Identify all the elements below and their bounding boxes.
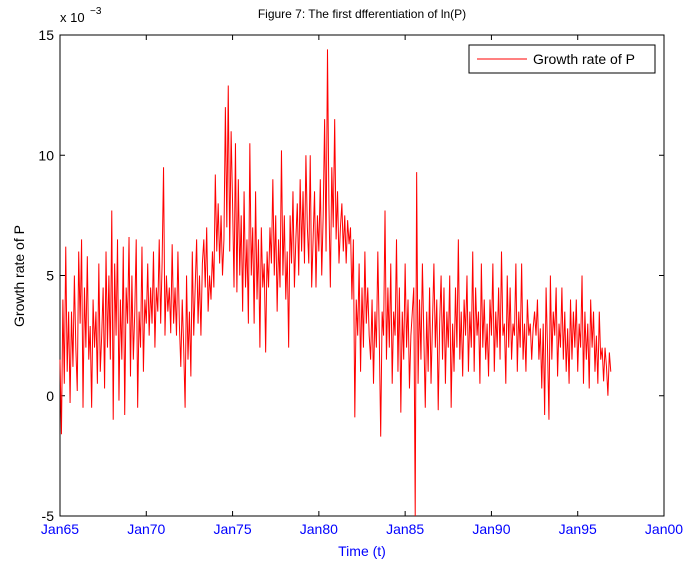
x-tick-label: Jan75 bbox=[213, 521, 251, 537]
y-tick-label: 15 bbox=[38, 27, 54, 43]
y-tick-label: 0 bbox=[46, 388, 54, 404]
y-axis-label: Growth rate of P bbox=[11, 225, 27, 327]
x-tick-label: Jan85 bbox=[386, 521, 424, 537]
y-multiplier-exponent: −3 bbox=[90, 6, 102, 17]
x-tick-label: Jan80 bbox=[300, 521, 338, 537]
x-tick-label: Jan65 bbox=[41, 521, 79, 537]
y-multiplier: x 10 bbox=[60, 10, 85, 25]
x-tick-label: Jan95 bbox=[559, 521, 597, 537]
x-tick-label: Jan90 bbox=[472, 521, 510, 537]
y-tick-label: 10 bbox=[38, 147, 54, 163]
x-axis-label: Time (t) bbox=[338, 543, 386, 559]
x-tick-label: Jan00 bbox=[645, 521, 683, 537]
y-tick-label: -5 bbox=[42, 508, 55, 524]
legend-label: Growth rate of P bbox=[533, 51, 635, 67]
chart-title: Figure 7: The first dfferentiation of ln… bbox=[258, 7, 466, 21]
series-line bbox=[59, 49, 612, 517]
y-tick-label: 5 bbox=[46, 268, 54, 284]
x-tick-label: Jan70 bbox=[127, 521, 165, 537]
